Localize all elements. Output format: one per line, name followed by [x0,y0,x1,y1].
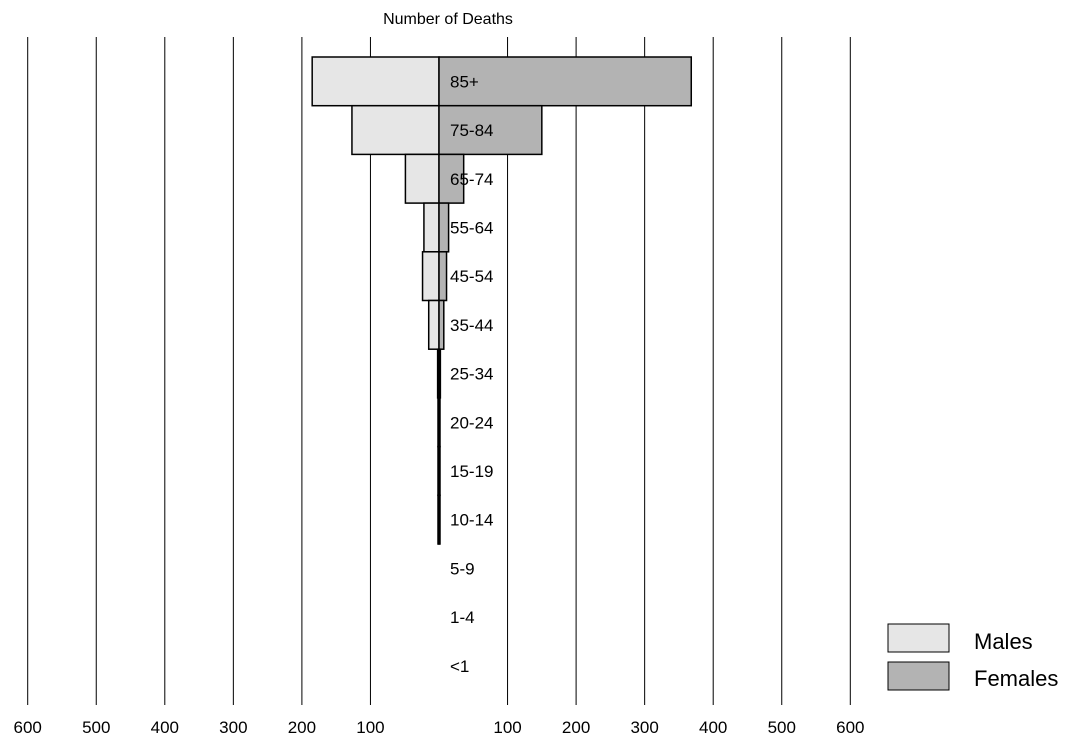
bar-females [438,494,441,545]
x-tick-label: 300 [219,718,247,737]
bar-females [438,397,441,448]
age-group-label: 1-4 [450,608,475,627]
x-tick-label: 500 [768,718,796,737]
bar-females [438,251,448,302]
bar-males [427,299,440,350]
x-tick-label: 200 [288,718,316,737]
legend: Males Females [887,623,1058,691]
bar-females [438,202,450,253]
bar-females [438,299,445,350]
age-group-labels: 85+ 75-84 65-74 55-64 45-54 35-44 25-34 20-24 15… [450,72,493,675]
bars [311,56,693,545]
x-axis-tick-labels: 600 500 400 300 200 100 100 200 300 400 500 600 [14,718,865,737]
x-tick-label: 500 [82,718,110,737]
legend-swatch-females [887,661,950,691]
legend-label-females: Females [974,666,1058,691]
x-tick-label: 400 [151,718,179,737]
age-group-label: 85+ [450,72,479,91]
bar-males [404,153,440,204]
x-tick-label: 600 [836,718,864,737]
x-tick-label: 100 [356,718,384,737]
bar-males [421,251,440,302]
bar-females [438,153,465,204]
x-tick-label: 600 [14,718,42,737]
age-group-label: 10-14 [450,511,493,530]
legend-label-males: Males [974,629,1033,654]
age-group-label: 55-64 [450,218,493,237]
bar-males [351,104,440,156]
bar-females [438,348,442,399]
bar-males [311,56,440,107]
bar-males [423,202,440,253]
x-tick-label: 300 [630,718,658,737]
age-group-label: <1 [450,657,469,676]
chart-title: Number of Deaths [383,11,513,28]
age-group-label: 75-84 [450,121,493,140]
age-group-label: 25-34 [450,365,493,384]
age-group-label: 45-54 [450,267,493,286]
age-group-label: 65-74 [450,170,493,189]
age-group-label: 15-19 [450,462,493,481]
age-group-label: 20-24 [450,413,493,432]
legend-swatch-males [887,623,950,653]
x-tick-label: 400 [699,718,727,737]
age-group-label: 35-44 [450,316,493,335]
age-group-label: 5-9 [450,559,475,578]
bar-females [438,445,441,497]
x-tick-label: 100 [493,718,521,737]
bar-females [438,56,693,107]
bar-females [438,104,543,156]
x-tick-label: 200 [562,718,590,737]
